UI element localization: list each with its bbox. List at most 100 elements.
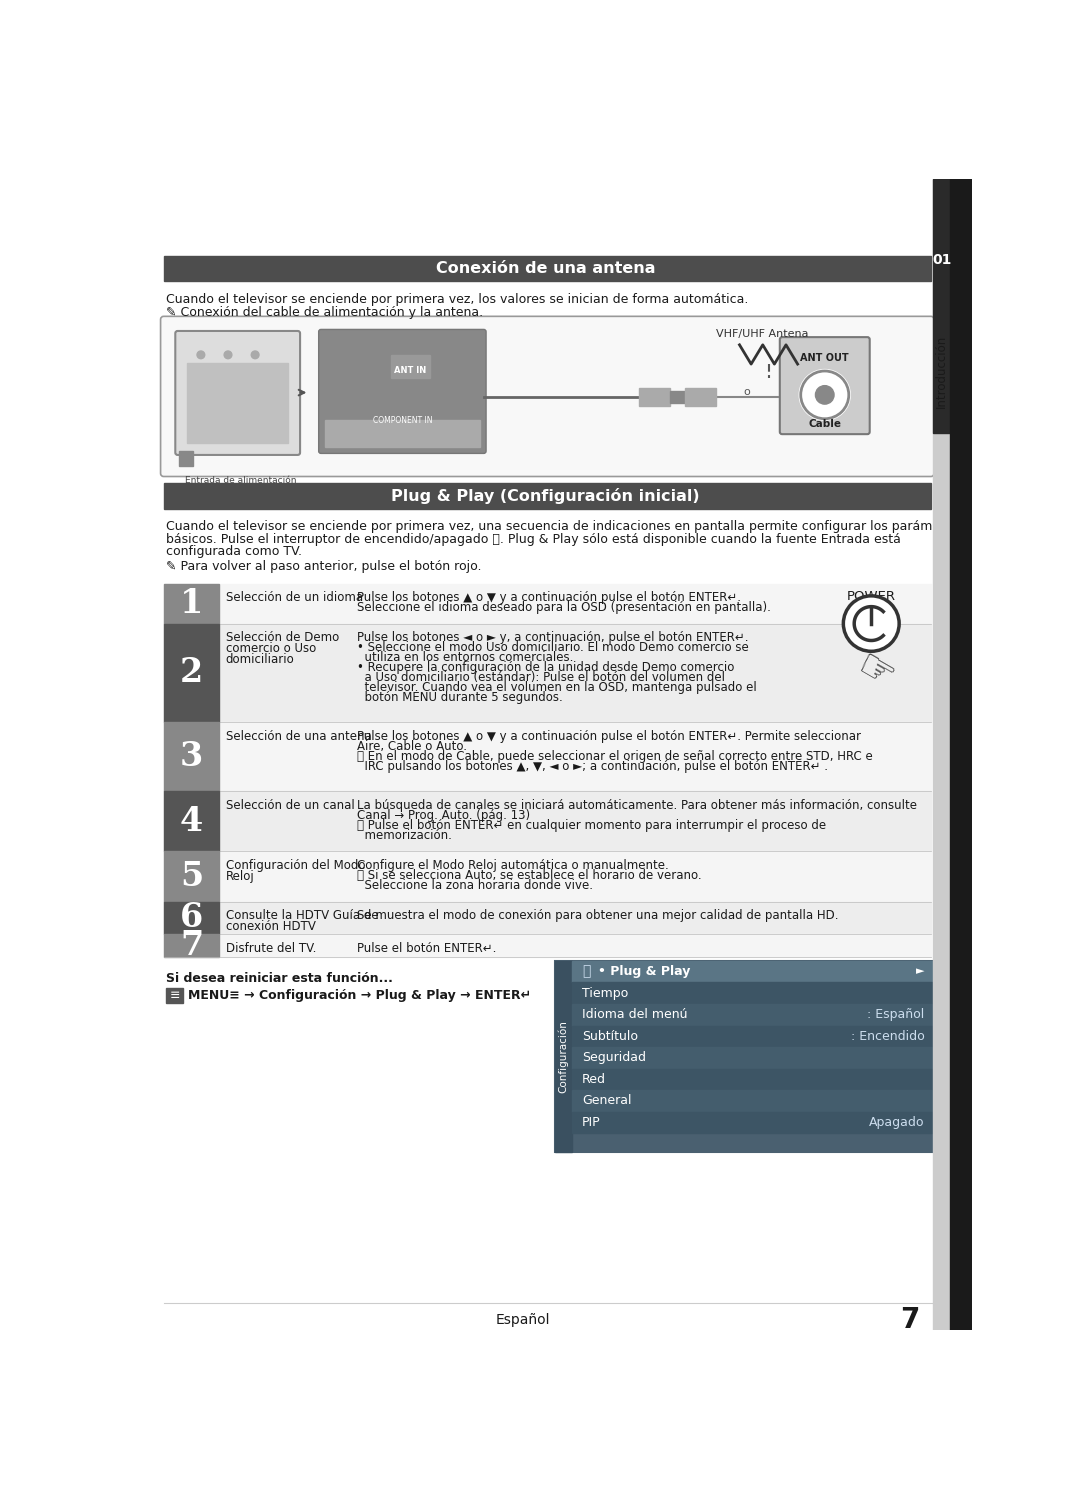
Text: ✎ Conexión del cable de alimentación y la antena.: ✎ Conexión del cable de alimentación y l… [166,306,483,320]
Text: Aire, Cable o Auto.: Aire, Cable o Auto. [357,740,468,753]
Bar [164,852,931,901]
Text: 6: 6 [180,901,203,934]
Text: 3: 3 [180,741,203,774]
Text: Cable: Cable [808,418,841,429]
Circle shape [815,385,834,403]
Bar [572,1112,932,1134]
Text: configurada como TV.: configurada como TV. [166,545,302,559]
Bar [164,792,219,852]
Text: ANT IN: ANT IN [394,366,427,375]
FancyBboxPatch shape [780,338,869,435]
Bar [555,961,932,1152]
Text: Consulte la HDTV Guía de: Consulte la HDTV Guía de [226,910,378,922]
Bar [572,1047,932,1068]
Text: Selección de un canal: Selección de un canal [226,799,354,813]
Bar [572,961,932,983]
Text: 7: 7 [180,929,203,962]
Text: Si desea reiniciar esta función...: Si desea reiniciar esta función... [166,973,393,986]
Text: ⛯: ⛯ [582,965,591,979]
Circle shape [800,371,850,420]
Text: Reloj: Reloj [226,870,255,883]
Text: : Encendido: : Encendido [851,1029,924,1043]
Text: VHF/UHF Antena: VHF/UHF Antena [716,330,809,339]
Text: Selección de una antena: Selección de una antena [226,731,372,743]
Text: La búsqueda de canales se iniciará automáticamente. Para obtener más información: La búsqueda de canales se iniciará autom… [357,799,917,813]
Text: Cuando el televisor se enciende por primera vez, una secuencia de indicaciones e: Cuando el televisor se enciende por prim… [166,520,964,533]
Text: Conexión de una antena: Conexión de una antena [436,261,656,276]
Bar [391,356,430,378]
Bar [164,792,931,852]
Bar [685,388,716,406]
Text: ≡: ≡ [170,989,179,1002]
Text: • Plug & Play: • Plug & Play [597,965,690,979]
Text: Pulse el botón ENTER↵.: Pulse el botón ENTER↵. [357,941,497,955]
Bar [164,623,931,722]
Bar [670,391,685,403]
FancyBboxPatch shape [175,332,300,456]
Text: Pulse los botones ▲ o ▼ y a continuación pulse el botón ENTER↵. Permite seleccio: Pulse los botones ▲ o ▼ y a continuación… [357,731,862,743]
Text: Plug & Play (Configuración inicial): Plug & Play (Configuración inicial) [391,489,700,503]
Bar [164,934,219,958]
Text: ⓘ Pulse el botón ENTER↵ en cualquier momento para interrumpir el proceso de: ⓘ Pulse el botón ENTER↵ en cualquier mom… [357,819,826,832]
Bar [638,388,670,406]
Text: Configuración: Configuración [558,1020,569,1092]
Text: General: General [582,1095,632,1107]
Text: ☞: ☞ [849,644,902,699]
FancyBboxPatch shape [161,317,934,477]
Text: Selección de un idioma: Selección de un idioma [226,592,363,604]
Text: MENU≡ → Configuración → Plug & Play → ENTER↵: MENU≡ → Configuración → Plug & Play → EN… [188,989,531,1002]
Text: básicos. Pulse el interruptor de encendido/apagado ⏻. Plug & Play sólo está disp: básicos. Pulse el interruptor de encendi… [166,533,901,545]
Text: Cuando el televisor se enciende por primera vez, los valores se inician de forma: Cuando el televisor se enciende por prim… [166,293,748,306]
Text: Disfrute del TV.: Disfrute del TV. [226,941,316,955]
Text: Canal → Prog. Auto. (pág. 13): Canal → Prog. Auto. (pág. 13) [357,810,530,822]
Bar [164,584,931,623]
Text: 5: 5 [180,861,203,893]
Circle shape [197,351,205,359]
Bar [187,363,288,444]
Text: Pulse los botones ▲ o ▼ y a continuación pulse el botón ENTER↵.: Pulse los botones ▲ o ▼ y a continuación… [357,592,742,604]
Bar [164,722,931,792]
Circle shape [585,967,590,971]
Text: Apagado: Apagado [869,1116,924,1129]
Text: utiliza en los entornos comerciales.: utiliza en los entornos comerciales. [357,651,573,665]
Bar [572,1025,932,1047]
Text: PIP: PIP [582,1116,600,1129]
Text: conexión HDTV: conexión HDTV [226,920,315,934]
Bar [164,584,219,623]
Bar [933,179,950,1330]
Text: Subtítulo: Subtítulo [582,1029,638,1043]
Text: : Español: : Español [867,1008,924,1022]
Bar [164,257,931,281]
Text: memorización.: memorización. [357,829,453,843]
Bar [164,901,931,934]
Text: Idioma del menú: Idioma del menú [582,1008,688,1022]
Text: 2: 2 [180,656,203,689]
Text: • Seleccione el modo Uso domiciliario. El modo Demo comercio se: • Seleccione el modo Uso domiciliario. E… [357,641,750,654]
Text: Pulse los botones ◄ o ► y, a continuación, pulse el botón ENTER↵.: Pulse los botones ◄ o ► y, a continuació… [357,632,748,644]
Bar [164,484,931,509]
Circle shape [225,351,232,359]
Bar [164,852,219,901]
Text: ✎ Para volver al paso anterior, pulse el botón rojo.: ✎ Para volver al paso anterior, pulse el… [166,560,482,574]
Text: Seleccione la zona horaria donde vive.: Seleccione la zona horaria donde vive. [357,878,593,892]
Bar [164,722,219,792]
Bar [933,179,950,433]
Bar [572,1004,932,1025]
Text: Tiempo: Tiempo [582,986,629,999]
Bar [164,901,219,934]
Bar [950,179,972,1330]
Text: Introducción: Introducción [935,335,948,408]
Text: 4: 4 [180,805,203,838]
Text: ANT OUT: ANT OUT [800,353,849,363]
Text: a Uso domiciliario (estándar): Pulse el botón del volumen del: a Uso domiciliario (estándar): Pulse el … [357,671,726,684]
Text: Configure el Modo Reloj automática o manualmente.: Configure el Modo Reloj automática o man… [357,859,670,872]
Text: ⓘ Si se selecciona Auto, se establece el horario de verano.: ⓘ Si se selecciona Auto, se establece el… [357,870,702,881]
Bar [166,988,183,1002]
Text: Entrada de alimentación: Entrada de alimentación [186,475,297,484]
Circle shape [843,596,900,651]
Bar [164,934,931,958]
Text: o: o [744,387,751,397]
Text: Selección de Demo: Selección de Demo [226,632,339,644]
Text: • Recupere la configuración de la unidad desde Demo comercio: • Recupere la configuración de la unidad… [357,662,734,674]
Bar [572,983,932,1004]
